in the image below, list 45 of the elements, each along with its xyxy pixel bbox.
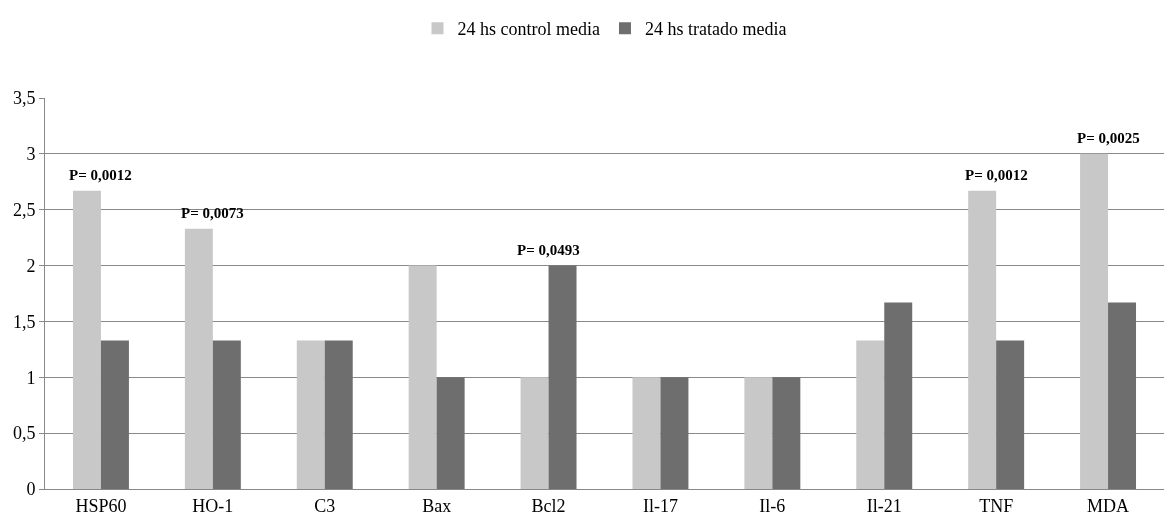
y-tick-label: 3,5 bbox=[12, 88, 36, 109]
x-tick-label: TNF bbox=[979, 495, 1014, 516]
x-tick-label: Il-17 bbox=[642, 495, 678, 516]
bar bbox=[968, 190, 997, 489]
bar bbox=[884, 302, 913, 489]
bar bbox=[296, 340, 325, 489]
x-tick-label: C3 bbox=[314, 495, 336, 516]
bar bbox=[520, 377, 549, 489]
x-tick-label: Bcl2 bbox=[531, 495, 566, 516]
x-tick-label: Il-6 bbox=[759, 495, 786, 516]
y-tick-label: 3 bbox=[26, 144, 36, 165]
bar bbox=[772, 377, 801, 489]
bar bbox=[856, 340, 885, 489]
bar bbox=[548, 265, 577, 489]
bar bbox=[996, 340, 1025, 489]
bar bbox=[632, 377, 661, 489]
legend-label: 24 hs tratado media bbox=[644, 19, 787, 40]
bar bbox=[184, 228, 213, 489]
bar bbox=[1080, 153, 1109, 489]
bar bbox=[408, 265, 437, 489]
legend-label: 24 hs control media bbox=[457, 19, 600, 40]
x-tick-label: Bax bbox=[422, 495, 452, 516]
annotation: P= 0,0012 bbox=[965, 167, 1028, 183]
bar bbox=[324, 340, 353, 489]
annotation: P= 0,0073 bbox=[181, 205, 244, 221]
bar bbox=[212, 340, 241, 489]
bar bbox=[1108, 302, 1137, 489]
x-tick-label: MDA bbox=[1087, 495, 1130, 516]
bar bbox=[72, 190, 101, 489]
y-tick-label: 1,5 bbox=[12, 311, 36, 332]
x-tick-label: Il-21 bbox=[866, 495, 902, 516]
y-tick-label: 2 bbox=[26, 255, 36, 276]
x-tick-label: HSP60 bbox=[75, 495, 127, 516]
annotation: P= 0,0012 bbox=[69, 167, 132, 183]
bar bbox=[744, 377, 773, 489]
y-tick-label: 1 bbox=[26, 367, 36, 388]
annotation: P= 0,0025 bbox=[1077, 130, 1140, 146]
y-tick-label: 2,5 bbox=[12, 200, 36, 221]
bar bbox=[660, 377, 689, 489]
bar bbox=[100, 340, 129, 489]
y-tick-label: 0 bbox=[26, 479, 36, 500]
y-tick-label: 0,5 bbox=[12, 423, 36, 444]
bar bbox=[436, 377, 465, 489]
annotation: P= 0,0493 bbox=[517, 242, 580, 258]
x-tick-label: HO-1 bbox=[192, 495, 234, 516]
